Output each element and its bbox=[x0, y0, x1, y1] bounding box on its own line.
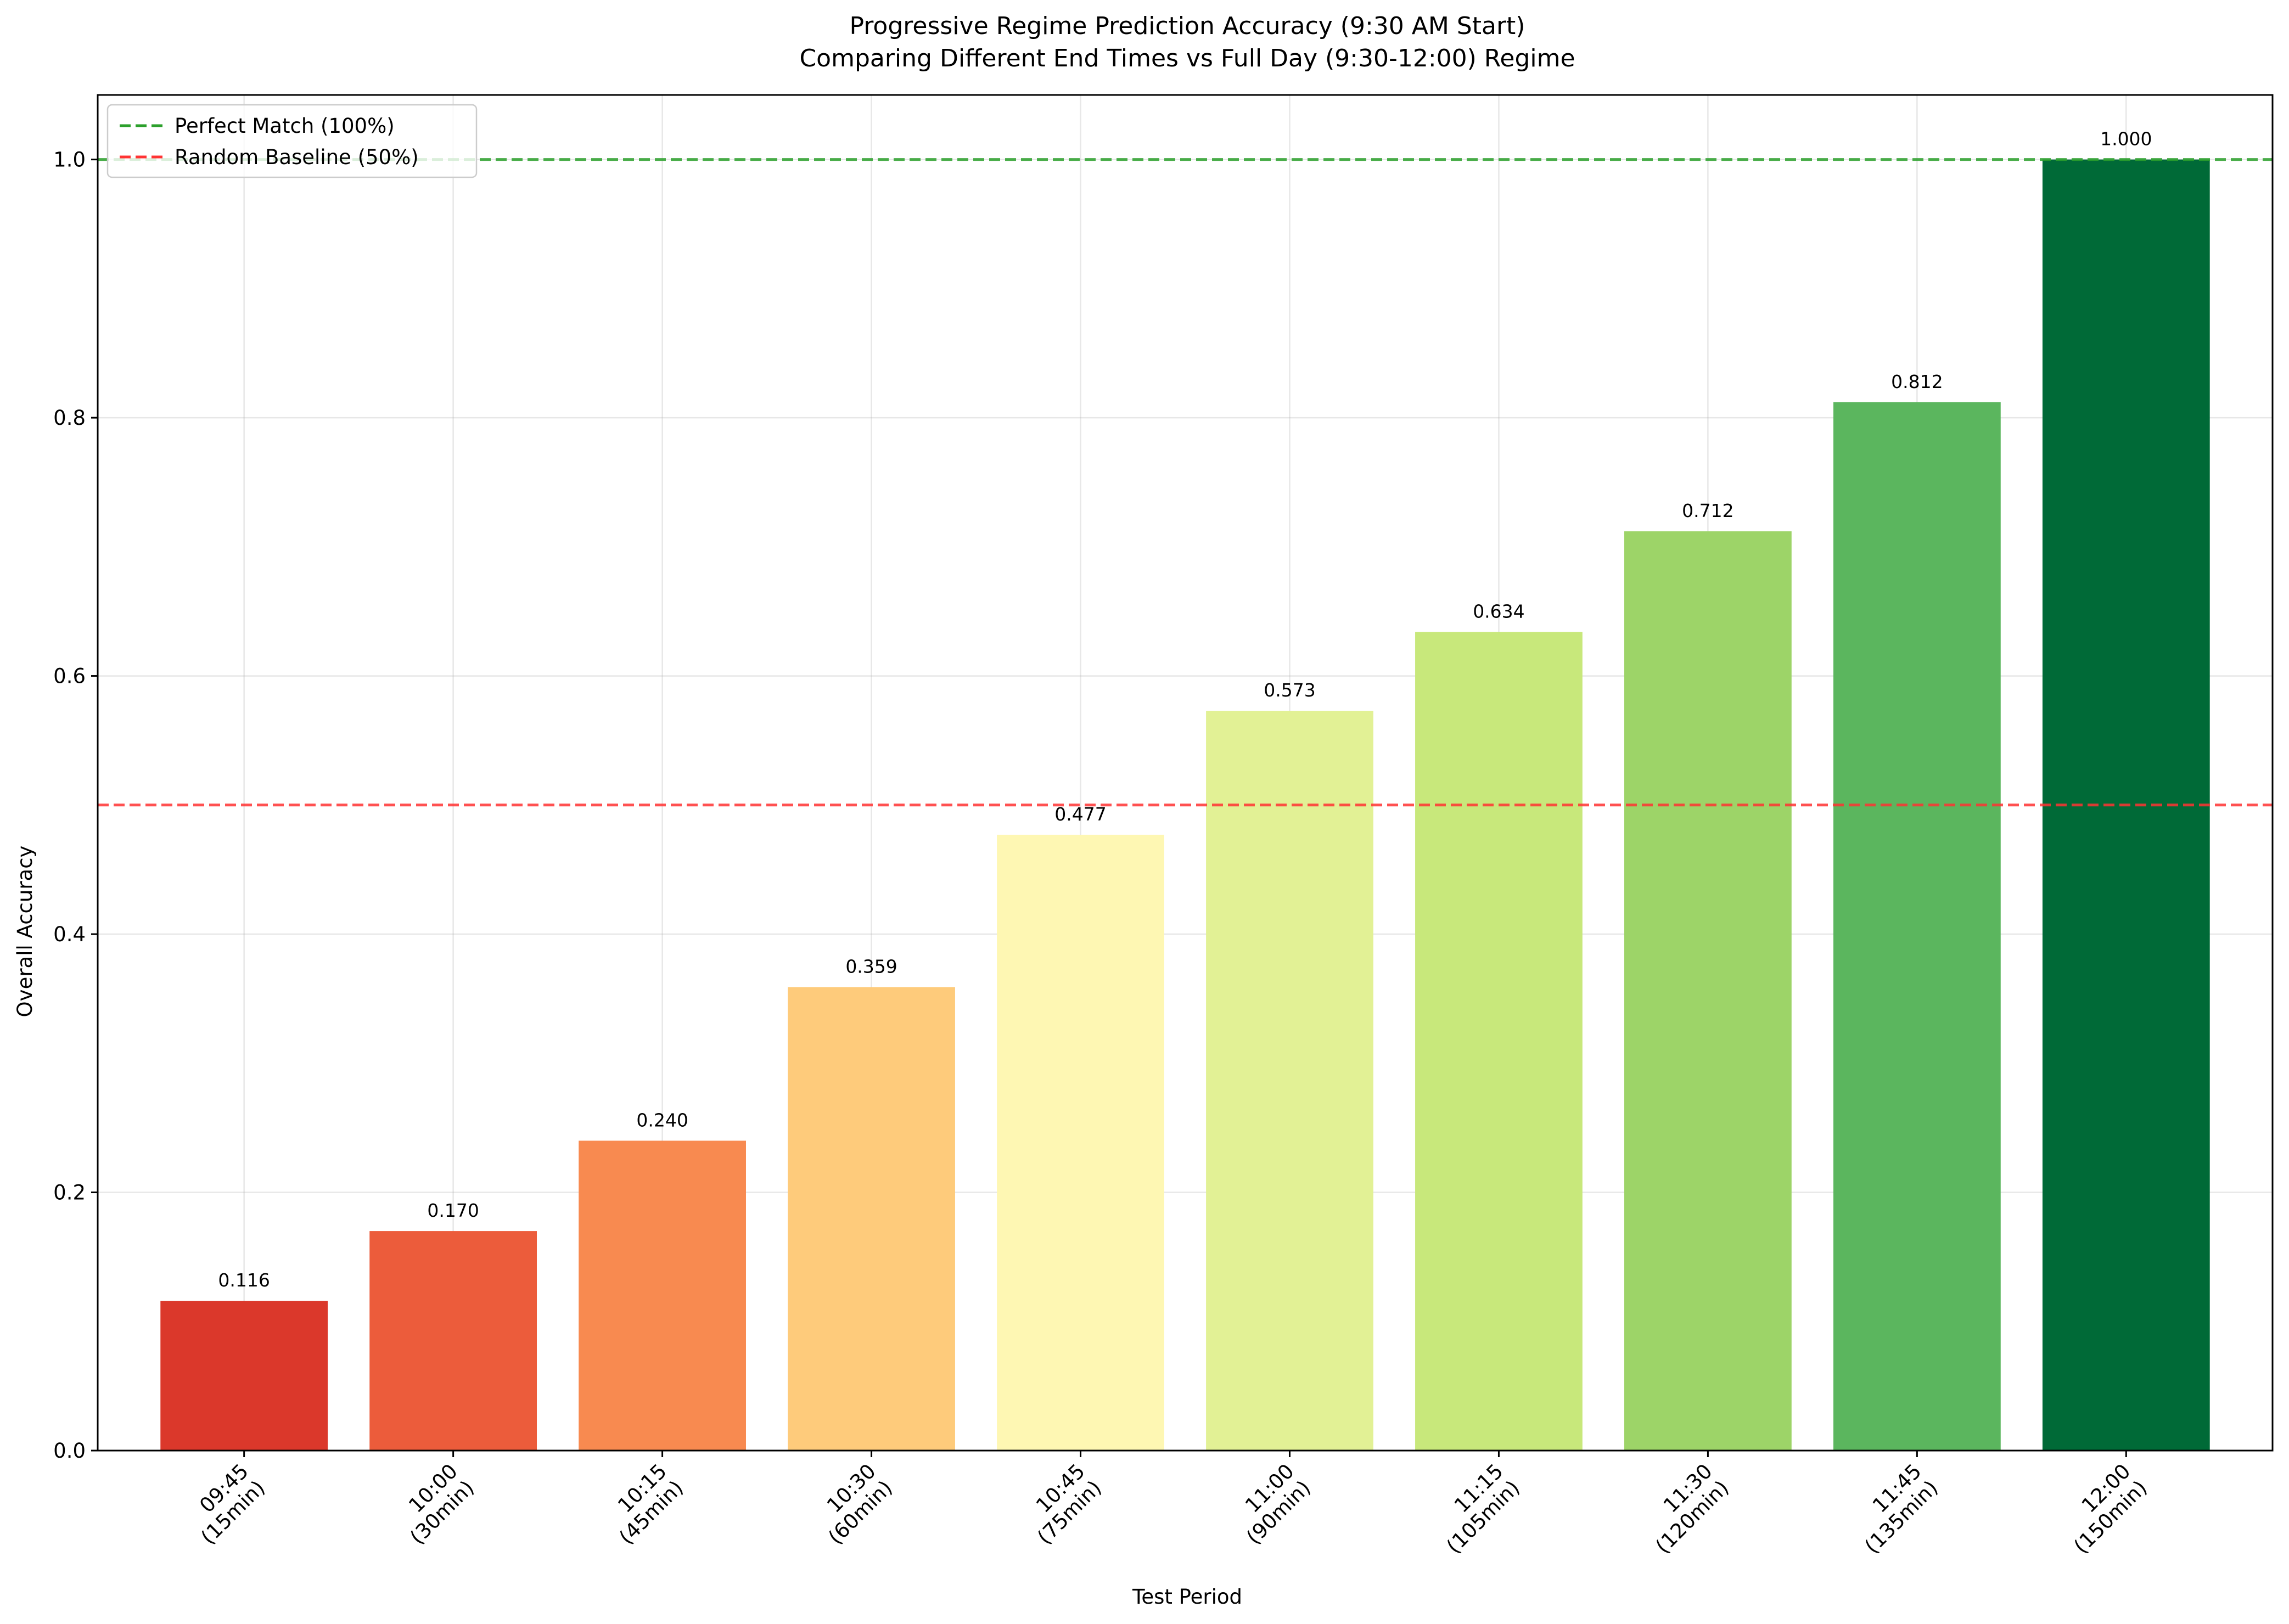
x-tick-label: 10:15(45min) bbox=[598, 1459, 688, 1549]
chart-subtitle: Comparing Different End Times vs Full Da… bbox=[799, 44, 1575, 72]
x-tick-label-text: 10:15(45min) bbox=[598, 1459, 688, 1549]
x-tick-label-text: 12:00(150min) bbox=[2053, 1459, 2152, 1558]
bar-09:45 bbox=[160, 1301, 328, 1451]
x-tick-label-text: 11:15(105min) bbox=[1426, 1459, 1524, 1558]
legend-entry: Random Baseline (50%) bbox=[175, 145, 419, 169]
x-tick-label-text: 11:45(135min) bbox=[1844, 1459, 1943, 1558]
value-label: 0.812 bbox=[1891, 371, 1943, 392]
value-label: 0.712 bbox=[1682, 500, 1733, 521]
value-label: 1.000 bbox=[2100, 128, 2152, 150]
value-label: 0.240 bbox=[636, 1109, 688, 1131]
legend-entry: Perfect Match (100%) bbox=[175, 114, 395, 138]
bar-11:00 bbox=[1206, 711, 1373, 1451]
value-label: 0.634 bbox=[1473, 601, 1524, 622]
x-tick-label-text: 11:00(90min) bbox=[1225, 1459, 1315, 1549]
x-tick-label-text: 10:30(60min) bbox=[807, 1459, 897, 1549]
y-axis-label: Overall Accuracy bbox=[13, 846, 37, 1018]
x-tick-label-text: 10:00(30min) bbox=[389, 1459, 479, 1549]
x-tick-label-text: 09:45(15min) bbox=[180, 1459, 270, 1549]
bar-10:00 bbox=[369, 1231, 537, 1451]
x-tick-label: 10:00(30min) bbox=[389, 1459, 479, 1549]
x-tick-label: 09:45(15min) bbox=[180, 1459, 270, 1549]
y-tick-label: 0.0 bbox=[53, 1439, 86, 1463]
reference-lines bbox=[98, 158, 2273, 807]
legend-box bbox=[106, 104, 478, 178]
x-tick-label: 11:15(105min) bbox=[1426, 1459, 1524, 1558]
bar-10:30 bbox=[788, 987, 955, 1451]
y-tick-label: 0.2 bbox=[53, 1181, 86, 1205]
data-labels: 0.116 0.170 0.240 0.359 0.477 0.573 0.634 0.712… bbox=[218, 128, 2152, 1291]
x-axis-label: Test Period bbox=[1132, 1585, 1242, 1609]
chart-title: Progressive Regime Prediction Accuracy (… bbox=[850, 12, 1525, 40]
x-axis: 09:45(15min) 10:00(30min) 10:15(45min) 10:3… bbox=[180, 1451, 2152, 1558]
value-label: 0.573 bbox=[1264, 679, 1315, 701]
x-tick-label-text: 10:45(75min) bbox=[1016, 1459, 1106, 1549]
x-tick-label: 11:00(90min) bbox=[1225, 1459, 1315, 1549]
x-tick-label: 11:30(120min) bbox=[1635, 1459, 1733, 1558]
bar-11:30 bbox=[1624, 531, 1792, 1451]
bar-10:45 bbox=[997, 834, 1164, 1451]
y-tick-label: 0.8 bbox=[53, 406, 86, 430]
value-label: 0.359 bbox=[845, 956, 897, 977]
bar-10:15 bbox=[579, 1140, 746, 1451]
bar-11:15 bbox=[1415, 632, 1583, 1451]
plot-frame bbox=[97, 94, 2274, 1452]
y-axis: 0.0 0.2 0.4 0.6 0.8 1.0 bbox=[53, 148, 98, 1463]
x-tick-label: 10:30(60min) bbox=[807, 1459, 897, 1549]
value-label: 0.116 bbox=[218, 1269, 270, 1291]
x-tick-label: 12:00(150min) bbox=[2053, 1459, 2152, 1558]
value-label: 0.477 bbox=[1054, 803, 1106, 825]
legend: Perfect Match (100%) Random Baseline (50%… bbox=[106, 104, 478, 178]
y-tick-label: 0.6 bbox=[53, 665, 86, 688]
x-tick-label: 11:45(135min) bbox=[1844, 1459, 1943, 1558]
bar-11:45 bbox=[1833, 402, 2001, 1451]
value-label: 0.170 bbox=[427, 1200, 479, 1221]
x-tick-label: 10:45(75min) bbox=[1016, 1459, 1106, 1549]
y-tick-label: 1.0 bbox=[53, 148, 86, 172]
x-tick-label-text: 11:30(120min) bbox=[1635, 1459, 1733, 1558]
y-tick-label: 0.4 bbox=[53, 923, 86, 946]
bars-layer bbox=[160, 159, 2210, 1451]
